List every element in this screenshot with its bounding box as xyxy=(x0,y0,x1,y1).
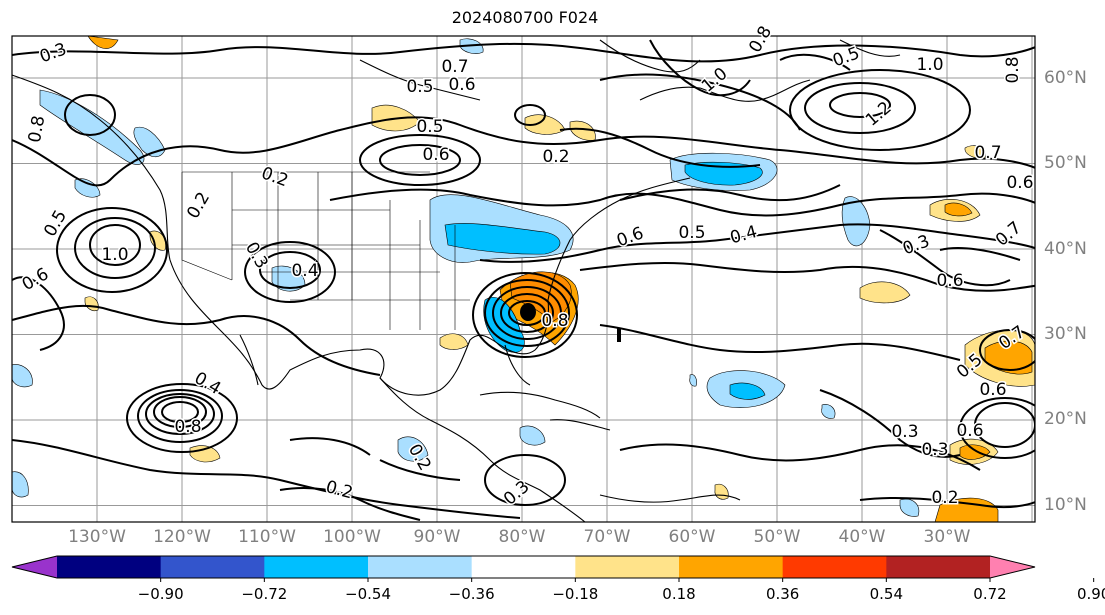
contour-label: 0.2 xyxy=(931,488,958,508)
contour-label: 0.5 xyxy=(406,77,433,97)
contour-label: 0.6 xyxy=(956,421,983,441)
latitude-label: 30°N xyxy=(1044,324,1087,344)
contour-label: 0.5 xyxy=(416,117,443,137)
colorbar-segment xyxy=(368,556,473,578)
colorbar-tick-label: 0.54 xyxy=(869,585,904,603)
map-title: 2024080700 F024 xyxy=(451,8,599,27)
longitude-label: 80°W xyxy=(498,527,546,547)
colorbar-tick-label: 0.72 xyxy=(973,585,1007,603)
colorbar-tick-label: −0.36 xyxy=(448,585,495,603)
storm-center-marker xyxy=(520,303,536,321)
colorbar xyxy=(11,555,1095,582)
colorbar-tick-label: −0.90 xyxy=(137,585,184,603)
longitude-label: 30°W xyxy=(923,527,971,547)
colorbar-segment xyxy=(782,556,887,578)
contour-label: 1.0 xyxy=(916,55,943,75)
state-borders xyxy=(181,171,470,330)
colorbar-segment xyxy=(575,556,680,578)
contour-label: 0.5 xyxy=(678,223,705,243)
contour-lines xyxy=(12,39,1035,521)
longitude-label: 130°W xyxy=(68,527,126,547)
colorbar-tick-label: 0.18 xyxy=(662,585,696,603)
contour-label: 0.3 xyxy=(891,422,918,442)
colorbar-outline xyxy=(11,555,1036,579)
longitude-label: 60°W xyxy=(668,527,716,547)
contour-label: 0.8 xyxy=(541,311,568,331)
colorbar-segment xyxy=(160,556,265,578)
latitude-label: 60°N xyxy=(1044,68,1087,88)
colorbar-extend-low xyxy=(12,556,57,578)
colorbar-tick-label: −0.72 xyxy=(241,585,288,603)
latitude-label: 50°N xyxy=(1044,153,1087,173)
map-frame xyxy=(11,35,1036,523)
longitude-label: 50°W xyxy=(753,527,801,547)
contour-label: 0.8 xyxy=(1003,56,1023,83)
longitude-label: 120°W xyxy=(153,527,211,547)
contour-label: 0.7 xyxy=(974,143,1001,163)
contour-label: 0.6 xyxy=(448,75,475,95)
contour-label: 0.8 xyxy=(25,114,49,144)
contour-label: 0.2 xyxy=(542,147,569,167)
colorbar-tick-label: −0.18 xyxy=(552,585,599,603)
contour-label: 0.8 xyxy=(174,417,201,437)
contour-label: 0.6 xyxy=(936,271,963,291)
colorbar-segment xyxy=(471,556,576,578)
longitude-label: 110°W xyxy=(238,527,296,547)
colorbar-tick-label: 0.36 xyxy=(765,585,800,603)
latitude-label: 40°N xyxy=(1044,239,1087,259)
contour-label: 0.7 xyxy=(441,57,468,77)
colorbar-extend-high xyxy=(990,556,1035,578)
longitude-label: 40°W xyxy=(838,527,886,547)
latitude-label: 20°N xyxy=(1044,409,1087,429)
colorbar-tick-label: −0.54 xyxy=(345,585,391,603)
positive-anomaly-fill xyxy=(84,36,1035,522)
longitude-label: 90°W xyxy=(413,527,461,547)
colorbar-segment xyxy=(57,556,162,578)
longitude-label: 100°W xyxy=(323,527,381,547)
contour-label: 0.6 xyxy=(979,380,1006,400)
colorbar-segment xyxy=(886,556,991,578)
longitude-label: 70°W xyxy=(583,527,631,547)
contour-label: 1.0 xyxy=(101,245,128,265)
colorbar-segment xyxy=(679,556,784,578)
colorbar-segment xyxy=(264,556,369,578)
latitude-label: 10°N xyxy=(1044,495,1087,515)
contour-label: 0.4 xyxy=(291,261,318,281)
contour-label: 0.6 xyxy=(1006,173,1033,193)
island-mark xyxy=(617,328,621,342)
contour-label: 0.3 xyxy=(921,440,948,460)
colorbar-tick-label: 0.90 xyxy=(1076,585,1105,603)
contour-label: 0.6 xyxy=(422,145,449,165)
